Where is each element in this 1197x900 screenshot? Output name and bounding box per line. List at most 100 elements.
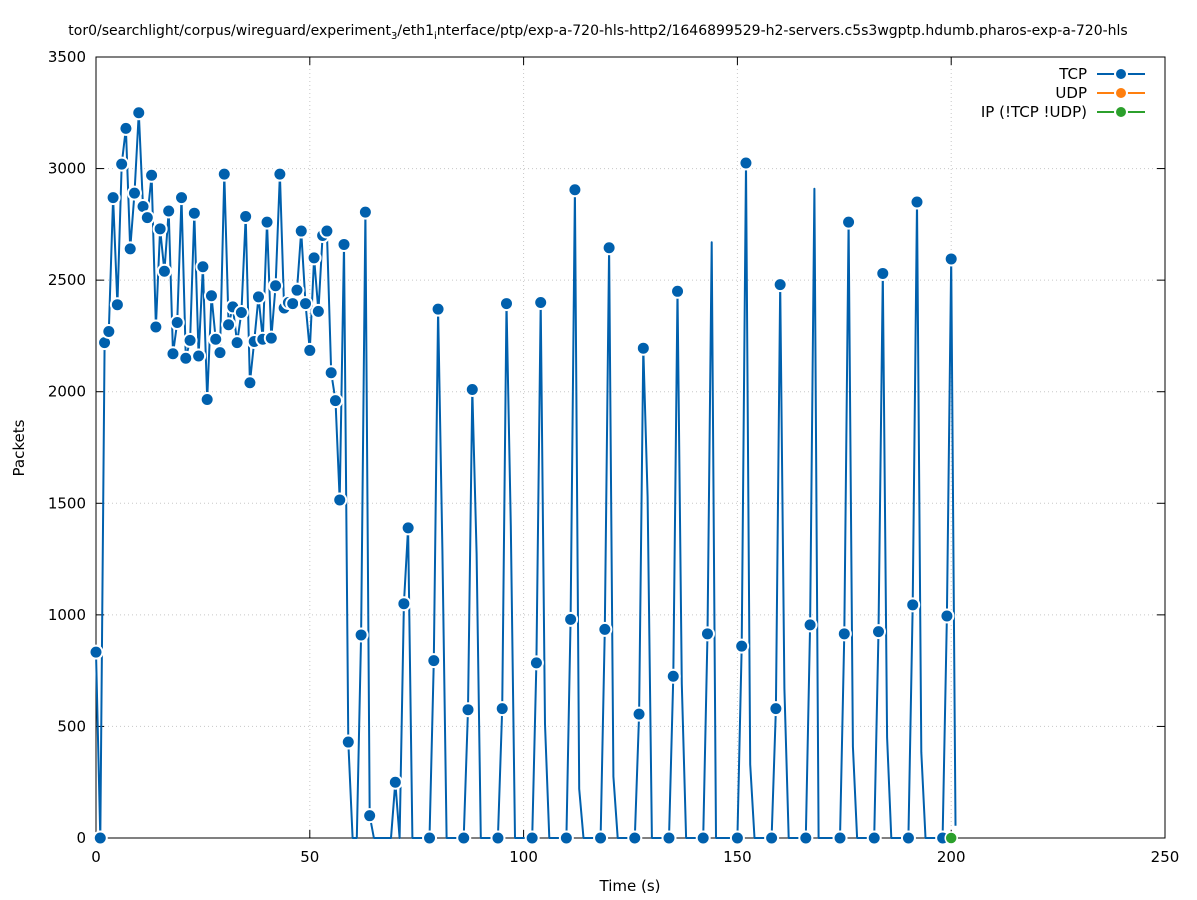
tcp-point: [661, 830, 677, 846]
x-tick-label: 250: [1151, 848, 1180, 866]
tcp-point: [490, 830, 506, 846]
tcp-point: [460, 702, 476, 718]
y-tick-label: 0: [76, 829, 86, 847]
tcp-point: [353, 627, 369, 643]
tcp-point: [340, 734, 356, 750]
tcp-point: [456, 830, 472, 846]
tcp-point: [268, 278, 284, 294]
tcp-point: [148, 319, 164, 335]
y-tick-label: 1000: [48, 606, 86, 624]
plot-frame: [95, 56, 1166, 839]
tcp-point: [802, 617, 818, 633]
x-tick-label: 50: [300, 848, 319, 866]
tcp-point: [832, 830, 848, 846]
legend-marker: [1114, 105, 1128, 119]
tcp-point: [114, 156, 130, 172]
tcp-point: [665, 668, 681, 684]
tcp-point: [871, 624, 887, 640]
tcp-point: [866, 830, 882, 846]
tcp-point: [165, 346, 181, 362]
tcp-point: [105, 190, 121, 206]
tcp-point: [631, 706, 647, 722]
tcp-point: [238, 209, 254, 225]
tcp-point: [272, 166, 288, 182]
tcp-point: [357, 204, 373, 220]
tcp-point: [422, 830, 438, 846]
tcp-point: [734, 638, 750, 654]
tcp-point: [169, 315, 185, 331]
tcp-point: [306, 250, 322, 266]
tcp-point: [118, 120, 134, 136]
tcp-point: [101, 323, 117, 339]
tcp-point: [558, 830, 574, 846]
y-tick-label: 3500: [48, 48, 86, 66]
tcp-point: [293, 223, 309, 239]
tcp-point: [533, 294, 549, 310]
series-tcp: [88, 105, 959, 846]
tcp-point: [139, 210, 155, 226]
tcp-point: [593, 830, 609, 846]
tcp-point: [909, 194, 925, 210]
tcp-point: [122, 241, 138, 257]
tcp-point: [430, 301, 446, 317]
y-tick-label: 500: [57, 717, 86, 735]
y-tick-label: 2000: [48, 383, 86, 401]
tcp-point: [161, 203, 177, 219]
tcp-point: [186, 205, 202, 221]
tcp-point: [498, 296, 514, 312]
tcp-line: [95, 111, 957, 839]
x-tick-label: 100: [509, 848, 538, 866]
x-tick-label: 150: [723, 848, 752, 866]
tcp-point: [156, 263, 172, 279]
tcp-point: [563, 611, 579, 627]
tcp-point: [191, 348, 207, 364]
tcp-point: [174, 190, 190, 206]
chart-title-subscript-1: 3: [391, 31, 397, 42]
tcp-point: [670, 283, 686, 299]
ip-point: [944, 831, 958, 845]
legend-marker: [1114, 67, 1128, 81]
tcp-point: [729, 830, 745, 846]
tcp-point: [199, 392, 215, 408]
chart-title-part-2: /eth1: [397, 23, 434, 39]
tcp-point: [327, 393, 343, 409]
tcp-point: [310, 303, 326, 319]
tcp-point: [768, 701, 784, 717]
y-tick-label: 2500: [48, 271, 86, 289]
tcp-point: [387, 774, 403, 790]
tcp-point: [195, 259, 211, 275]
tcp-point: [528, 655, 544, 671]
tcp-point: [494, 701, 510, 717]
tcp-point: [699, 626, 715, 642]
tcp-point: [943, 251, 959, 267]
tcp-point: [88, 644, 104, 660]
tcp-point: [109, 297, 125, 313]
tcp-point: [131, 105, 147, 121]
tcp-point: [298, 296, 314, 312]
tcp-point: [263, 330, 279, 346]
tcp-point: [635, 340, 651, 356]
tcp-point: [905, 597, 921, 613]
x-tick-label: 0: [91, 848, 101, 866]
tcp-point: [426, 653, 442, 669]
tcp-point: [285, 296, 301, 312]
tcp-point: [597, 621, 613, 637]
x-tick-label: 200: [937, 848, 966, 866]
tcp-point: [233, 304, 249, 320]
tcp-point: [216, 166, 232, 182]
tcp-point: [567, 182, 583, 198]
legend-marker: [1114, 86, 1128, 100]
tcp-point: [332, 492, 348, 508]
y-tick-label: 1500: [48, 494, 86, 512]
tcp-point: [126, 185, 142, 201]
tcp-point: [400, 520, 416, 536]
chart-title-subscript-2: i: [434, 31, 437, 42]
grid-lines: [96, 57, 1165, 838]
series-ip: [944, 831, 958, 845]
tcp-point: [601, 240, 617, 256]
tcp-point: [772, 277, 788, 293]
tcp-point: [212, 345, 228, 361]
tcp-point: [695, 830, 711, 846]
tcp-point: [221, 317, 237, 333]
